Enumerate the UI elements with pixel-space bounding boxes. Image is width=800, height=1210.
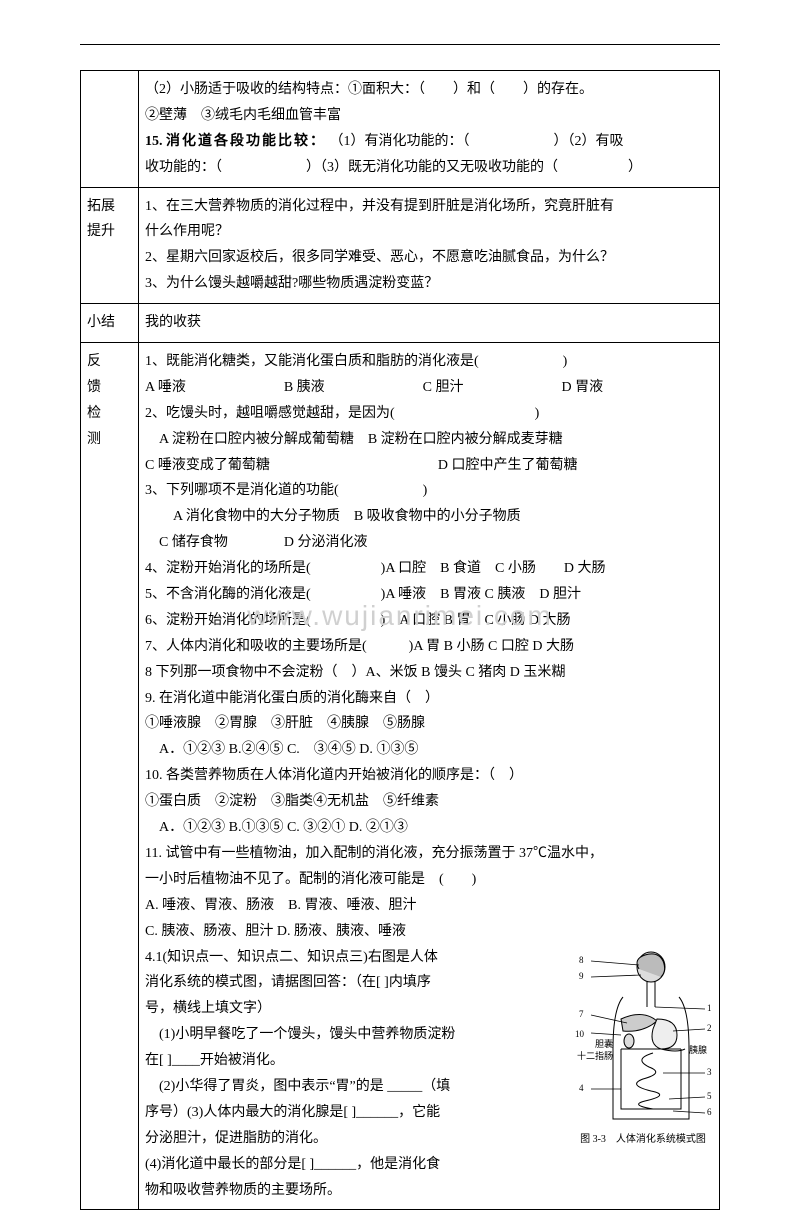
q1-options: A 唾液 B 胰液 C 胆汁 D 胃液	[145, 375, 713, 401]
line: 2、星期六回家返校后，很多同学难受、恶心，不愿意吃油腻食品，为什么？	[145, 245, 713, 271]
line: ②壁薄 ③绒毛内毛细血管丰富	[145, 103, 713, 129]
diagram-num-7: 7	[579, 1009, 584, 1019]
q41i: (4)消化道中最长的部分是[ ]______，他是消化食	[145, 1152, 713, 1178]
row-tuozhan-label: 拓展 提升	[81, 187, 139, 304]
diagram-num-6: 6	[707, 1107, 712, 1117]
q11c: A. 唾液、胃液、肠液 B. 胃液、唾液、胆汁	[145, 893, 713, 919]
q11b: 一小时后植物油不见了。配制的消化液可能是 ( )	[145, 867, 713, 893]
q5: 5、不含消化酶的消化液是( )A 唾液 B 胃液 C 胰液 D 胆汁	[145, 582, 713, 608]
label-text: 检	[87, 401, 132, 427]
diagram-num-4: 4	[579, 1083, 584, 1093]
q10b: A．①②③ B.①③⑤ C. ③②① D. ②①③	[145, 815, 713, 841]
diagram-num-9: 9	[579, 971, 584, 981]
row-tuozhan: 拓展 提升 1、在三大营养物质的消化过程中，并没有提到肝脏是消化场所，究竟肝脏有…	[81, 187, 720, 304]
row-continuation-content: （2）小肠适于吸收的结构特点：①面积大：（ ）和（ ）的存在。 ②壁薄 ③绒毛内…	[139, 71, 720, 188]
digestive-system-diagram: 8 9 7 1 2 10 3 4 5 6 胆囊 十二指肠 胰腺	[573, 949, 713, 1150]
q4: 4、淀粉开始消化的场所是( )A 口腔 B 食道 C 小肠 D 大肠	[145, 556, 713, 582]
row-xiaojie: 小结 我的收获	[81, 304, 720, 343]
label-text: 提升	[87, 219, 132, 245]
diagram-caption: 图 3-3 人体消化系统模式图	[573, 1131, 713, 1150]
q6: 6、淀粉开始消化的场所是( ) A 口腔 B 胃 C 小肠 D 大肠	[145, 608, 713, 634]
line: 1、在三大营养物质的消化过程中，并没有提到肝脏是消化场所，究竟肝脏有	[145, 194, 713, 220]
row-tuozhan-content: 1、在三大营养物质的消化过程中，并没有提到肝脏是消化场所，究竟肝脏有 什么作用呢…	[139, 187, 720, 304]
diagram-num-2: 2	[707, 1023, 712, 1033]
label-text: 馈	[87, 375, 132, 401]
row-fankui-label: 反 馈 检 测	[81, 343, 139, 1210]
line: 收功能的：（ ）（3）既无消化功能的又无吸收功能的（ ）	[145, 155, 713, 181]
q10: 10. 各类营养物质在人体消化道内开始被消化的顺序是：（ ）	[145, 763, 713, 789]
q11d: C. 胰液、肠液、胆汁 D. 肠液、胰液、唾液	[145, 919, 713, 945]
diagram-label-yixian: 胰腺	[689, 1044, 707, 1055]
line: 15. 消化道各段功能比较： （1）有消化功能的：（ ）（2）有吸	[145, 129, 713, 155]
diagram-num-8: 8	[579, 955, 584, 965]
label-text: 拓展	[87, 194, 132, 220]
q41j: 物和吸收营养物质的主要场所。	[145, 1178, 713, 1204]
q1: 1、既能消化糖类，又能消化蛋白质和脂肪的消化液是( )	[145, 349, 713, 375]
q11a: 11. 试管中有一些植物油，加入配制的消化液，充分振荡置于 37℃温水中，	[145, 841, 713, 867]
row-xiaojie-label: 小结	[81, 304, 139, 343]
label-text: 测	[87, 427, 132, 453]
page-top-rule	[80, 44, 720, 45]
q7: 7、人体内消化和吸收的主要场所是( )A 胃 B 小肠 C 口腔 D 大肠	[145, 634, 713, 660]
q2: 2、吃馒头时，越咀嚼感觉越甜，是因为( )	[145, 401, 713, 427]
q3b: C 储存食物 D 分泌消化液	[145, 530, 713, 556]
row-fankui-content: 1、既能消化糖类，又能消化蛋白质和脂肪的消化液是( ) A 唾液 B 胰液 C …	[139, 343, 720, 1210]
line: （2）小肠适于吸收的结构特点：①面积大：（ ）和（ ）的存在。	[145, 77, 713, 103]
row-fankui: 反 馈 检 测 1、既能消化糖类，又能消化蛋白质和脂肪的消化液是( ) A 唾液…	[81, 343, 720, 1210]
q15-num: 15.	[145, 134, 163, 149]
q15-title: 消化道各段功能比较：	[166, 134, 326, 149]
digestive-system-svg: 8 9 7 1 2 10 3 4 5 6 胆囊 十二指肠 胰腺	[573, 949, 713, 1129]
diagram-num-10: 10	[575, 1029, 585, 1039]
row-xiaojie-content: 我的收获	[139, 304, 720, 343]
q10a: ①蛋白质 ②淀粉 ③脂类④无机盐 ⑤纤维素	[145, 789, 713, 815]
q3: 3、下列哪项不是消化道的功能( )	[145, 478, 713, 504]
q2b: C 唾液变成了葡萄糖 D 口腔中产生了葡萄糖	[145, 453, 713, 479]
diagram-num-1: 1	[707, 1003, 712, 1013]
label-text: 反	[87, 349, 132, 375]
q2a: A 淀粉在口腔内被分解成葡萄糖 B 淀粉在口腔内被分解成麦芽糖	[145, 427, 713, 453]
diagram-label-dannang: 胆囊	[595, 1038, 613, 1049]
row-continuation-label	[81, 71, 139, 188]
line: 3、为什么馒头越嚼越甜?哪些物质遇淀粉变蓝？	[145, 271, 713, 297]
q8: 8 下列那一项食物中不会淀粉（ ）A、米饭 B 馒头 C 猪肉 D 玉米糊	[145, 660, 713, 686]
q3a: A 消化食物中的大分子物质 B 吸收食物中的小分子物质	[145, 504, 713, 530]
q9: 9. 在消化道中能消化蛋白质的消化酶来自（ ）	[145, 686, 713, 712]
diagram-num-5: 5	[707, 1091, 712, 1101]
line: 什么作用呢？	[145, 219, 713, 245]
diagram-num-3: 3	[707, 1067, 712, 1077]
worksheet-table: （2）小肠适于吸收的结构特点：①面积大：（ ）和（ ）的存在。 ②壁薄 ③绒毛内…	[80, 70, 720, 1210]
diagram-label-shierzhichang: 十二指肠	[577, 1050, 613, 1061]
q9b: A．①②③ B.②④⑤ C. ③④⑤ D. ①③⑤	[145, 737, 713, 763]
row-continuation: （2）小肠适于吸收的结构特点：①面积大：（ ）和（ ）的存在。 ②壁薄 ③绒毛内…	[81, 71, 720, 188]
q15-text: （1）有消化功能的：（ ）（2）有吸	[330, 134, 624, 149]
q9a: ①唾液腺 ②胃腺 ③肝脏 ④胰腺 ⑤肠腺	[145, 711, 713, 737]
